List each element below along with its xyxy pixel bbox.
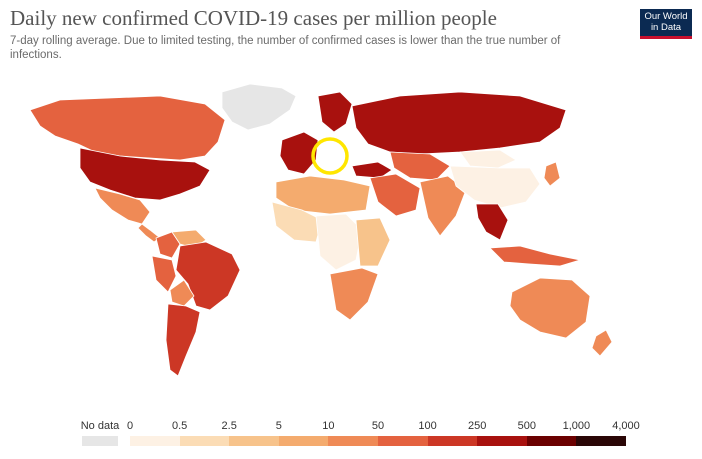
legend-swatch: [378, 436, 428, 446]
legend-swatch: [576, 436, 626, 446]
region-central-africa[interactable]: [315, 213, 363, 271]
legend-tick-label: 100: [418, 420, 437, 432]
legend-tick-label: 2.5: [221, 420, 237, 432]
legend-swatch: [427, 436, 478, 446]
logo-line-1: Our World: [644, 11, 688, 22]
region-western-europe[interactable]: [279, 131, 319, 175]
legend-swatch: [179, 436, 230, 446]
region-indonesia[interactable]: [489, 245, 581, 267]
region-japan[interactable]: [543, 161, 561, 187]
world-map[interactable]: [0, 70, 702, 415]
legend-tick-label: 500: [517, 420, 536, 432]
region-turkey[interactable]: [351, 161, 393, 179]
legend-swatch: [278, 436, 329, 446]
region-india[interactable]: [419, 175, 467, 237]
region-scandinavia[interactable]: [317, 91, 353, 133]
highlight-circle: [311, 137, 349, 175]
legend-tick-label: 0.5: [171, 420, 188, 432]
legend-swatch: [130, 436, 180, 446]
region-west-africa[interactable]: [271, 201, 323, 243]
legend-no-data-label: No data: [80, 420, 120, 432]
chart-title: Daily new confirmed COVID-19 cases per m…: [10, 6, 497, 30]
color-legend: No data 0 0.5 2.5 5 10 50 100 250 500 1,000 4,000: [0, 420, 702, 456]
legend-tick-label: 250: [468, 420, 487, 432]
legend-tick-label: 50: [371, 420, 385, 432]
region-argentina-chile[interactable]: [165, 303, 201, 377]
region-australia[interactable]: [509, 277, 591, 339]
legend-swatch: [328, 436, 378, 446]
region-middle-east[interactable]: [369, 173, 421, 217]
legend-tick-label: 10: [322, 420, 335, 432]
region-colombia[interactable]: [155, 231, 181, 259]
legend-tick-label: 1,000: [562, 420, 591, 432]
region-north-africa[interactable]: [275, 175, 371, 215]
legend-swatch: [477, 436, 527, 446]
region-bolivia[interactable]: [169, 279, 195, 307]
legend-tick-label: 0: [126, 420, 134, 432]
legend-tick-label: 5: [275, 420, 282, 432]
logo-line-2: in Data: [650, 22, 682, 33]
region-southern-africa[interactable]: [329, 267, 379, 321]
region-usa[interactable]: [79, 147, 211, 201]
region-china[interactable]: [449, 165, 541, 209]
region-southeast-asia[interactable]: [475, 203, 509, 241]
region-russia[interactable]: [351, 91, 567, 155]
legend-swatch: [229, 436, 279, 446]
chart-subtitle: 7-day rolling average. Due to limited te…: [10, 35, 561, 61]
region-greenland[interactable]: [221, 83, 297, 131]
region-central-america[interactable]: [137, 223, 161, 243]
legend-swatch: [526, 436, 577, 446]
region-peru[interactable]: [151, 255, 177, 293]
region-mongolia[interactable]: [459, 149, 517, 169]
region-new-zealand[interactable]: [591, 329, 613, 357]
region-canada[interactable]: [29, 95, 226, 161]
legend-tick-label: 4,000: [612, 420, 640, 432]
owid-logo[interactable]: Our World in Data: [640, 9, 692, 39]
region-east-africa[interactable]: [355, 217, 391, 267]
legend-no-data-swatch: [82, 436, 118, 446]
